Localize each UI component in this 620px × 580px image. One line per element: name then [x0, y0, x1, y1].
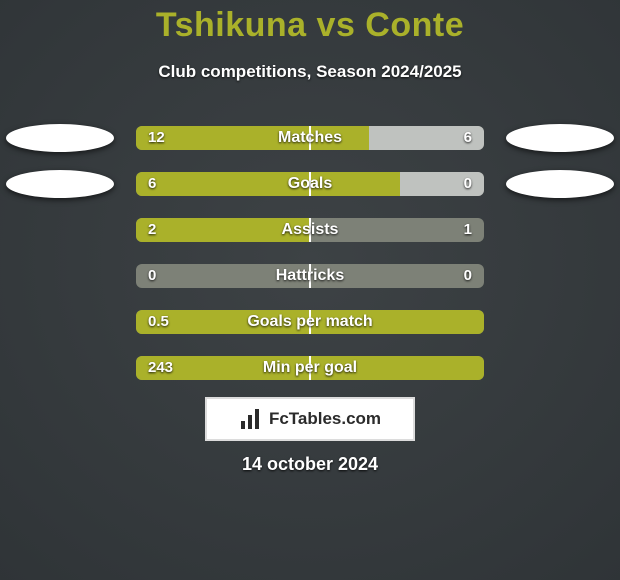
bar-center-divider: [309, 310, 311, 334]
stat-value-right: 0: [464, 264, 472, 288]
bars-icon: [239, 407, 263, 431]
team-logo-right: [506, 170, 614, 198]
team-logo-left: [6, 170, 114, 198]
fctables-link[interactable]: FcTables.com: [205, 397, 415, 441]
stat-value-right: 1: [464, 218, 472, 242]
stat-value-left: 6: [148, 172, 156, 196]
stat-row: Assists21: [136, 218, 484, 242]
stat-row: Matches126: [136, 126, 484, 150]
date-label: 14 october 2024: [0, 454, 620, 475]
bar-fill-left: [136, 218, 310, 242]
bar-center-divider: [309, 126, 311, 150]
stat-value-left: 0.5: [148, 310, 169, 334]
stat-value-right: 6: [464, 126, 472, 150]
bar-fill-left: [136, 126, 369, 150]
bar-fill-left: [136, 172, 400, 196]
stat-value-right: 0: [464, 172, 472, 196]
team-logo-right: [506, 124, 614, 152]
bar-center-divider: [309, 356, 311, 380]
page-title: Tshikuna vs Conte: [0, 6, 620, 45]
stat-row: Min per goal243: [136, 356, 484, 380]
bar-center-divider: [309, 172, 311, 196]
team-logo-left: [6, 124, 114, 152]
stat-value-left: 0: [148, 264, 156, 288]
stat-value-left: 2: [148, 218, 156, 242]
subtitle: Club competitions, Season 2024/2025: [0, 62, 620, 82]
stat-row: Goals60: [136, 172, 484, 196]
stats-chart: Matches126Goals60Assists21Hattricks00Goa…: [136, 126, 484, 402]
stat-value-left: 12: [148, 126, 165, 150]
bar-center-divider: [309, 264, 311, 288]
stat-row: Hattricks00: [136, 264, 484, 288]
stat-row: Goals per match0.5: [136, 310, 484, 334]
stat-value-left: 243: [148, 356, 173, 380]
comparison-card: Tshikuna vs Conte Club competitions, Sea…: [0, 0, 620, 580]
bar-center-divider: [309, 218, 311, 242]
footer-label: FcTables.com: [269, 409, 381, 429]
